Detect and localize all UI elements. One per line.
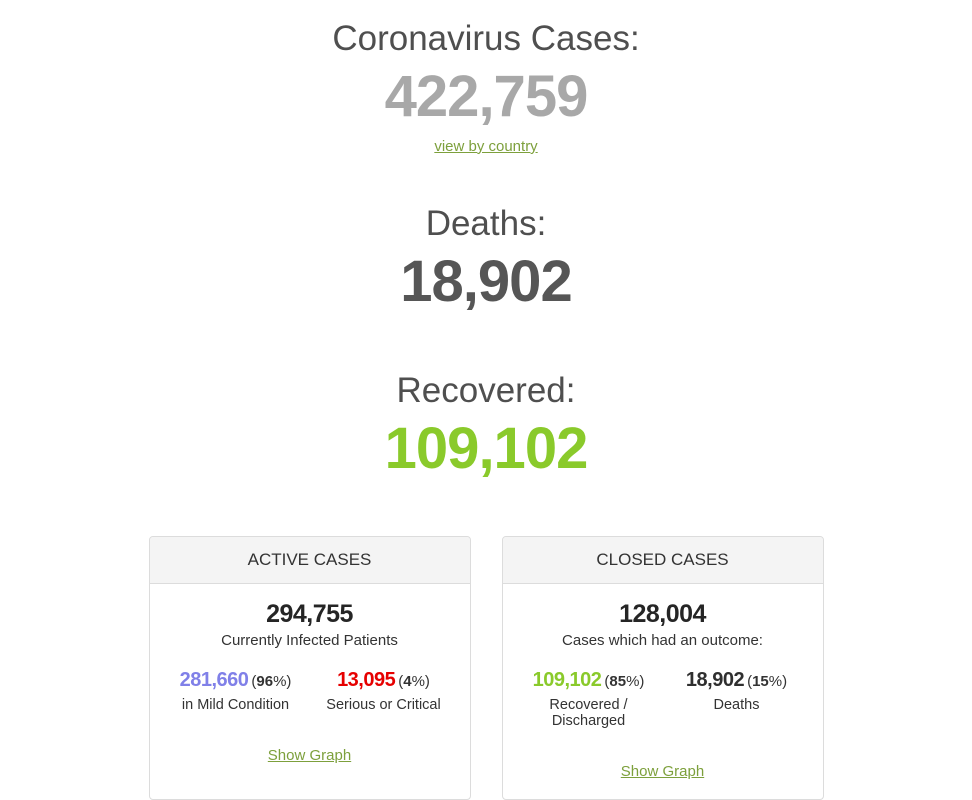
closed-cases-panel-title: CLOSED CASES (502, 536, 823, 584)
serious-critical-value: 13,095 (4%) (337, 668, 430, 691)
mild-condition-value: 281,660 (96%) (179, 668, 292, 691)
closed-deaths-value: 18,902 (15%) (685, 668, 788, 691)
cases-count: 422,759 (384, 64, 589, 130)
recovered-count: 109,102 (384, 415, 589, 481)
cases-section: Coronavirus Cases: 422,759 view by count… (0, 15, 972, 156)
serious-critical-label: Serious or Critical (326, 696, 441, 713)
closed-cases-caption: Cases which had an outcome: (562, 631, 763, 649)
closed-deaths-stat: 18,902 (15%) Deaths (663, 669, 811, 729)
closed-cases-panel-body: 128,004 Cases which had an outcome: 109,… (503, 584, 823, 799)
active-cases-breakdown: 281,660 (96%) in Mild Condition 13,095 (4%… (162, 669, 458, 713)
active-cases-show-graph-link[interactable]: Show Graph (267, 746, 352, 764)
active-cases-caption: Currently Infected Patients (221, 631, 398, 649)
closed-cases-panel: CLOSED CASES 128,004 Cases which had an … (501, 535, 824, 800)
deaths-section: Deaths: 18,902 (0, 200, 972, 317)
mild-condition-stat: 281,660 (96%) in Mild Condition (162, 669, 310, 713)
serious-critical-stat: 13,095 (4%) Serious or Critical (310, 669, 458, 713)
active-cases-total: 294,755 (266, 599, 353, 628)
closed-cases-breakdown: 109,102 (85%) Recovered / Discharged 18,9… (515, 669, 811, 729)
closed-cases-total: 128,004 (619, 599, 706, 628)
active-cases-panel-body: 294,755 Currently Infected Patients 281,… (150, 584, 470, 783)
cases-panels-row: ACTIVE CASES 294,755 Currently Infected … (0, 535, 972, 800)
recovered-title: Recovered: (396, 370, 576, 410)
mild-condition-label: in Mild Condition (181, 696, 290, 713)
deaths-title: Deaths: (425, 203, 547, 243)
active-cases-panel-title: ACTIVE CASES (149, 536, 470, 584)
closed-deaths-label: Deaths (713, 696, 760, 713)
deaths-count: 18,902 (400, 249, 572, 315)
recovered-discharged-stat: 109,102 (85%) Recovered / Discharged (515, 669, 663, 729)
closed-cases-show-graph-link[interactable]: Show Graph (620, 762, 705, 780)
recovered-section: Recovered: 109,102 (0, 367, 972, 484)
recovered-discharged-label: Recovered / Discharged (549, 696, 628, 729)
recovered-discharged-value: 109,102 (85%) (532, 668, 645, 691)
cases-title: Coronavirus Cases: (332, 19, 640, 58)
view-by-country-link[interactable]: view by country (434, 137, 538, 155)
active-cases-panel: ACTIVE CASES 294,755 Currently Infected … (148, 535, 471, 800)
